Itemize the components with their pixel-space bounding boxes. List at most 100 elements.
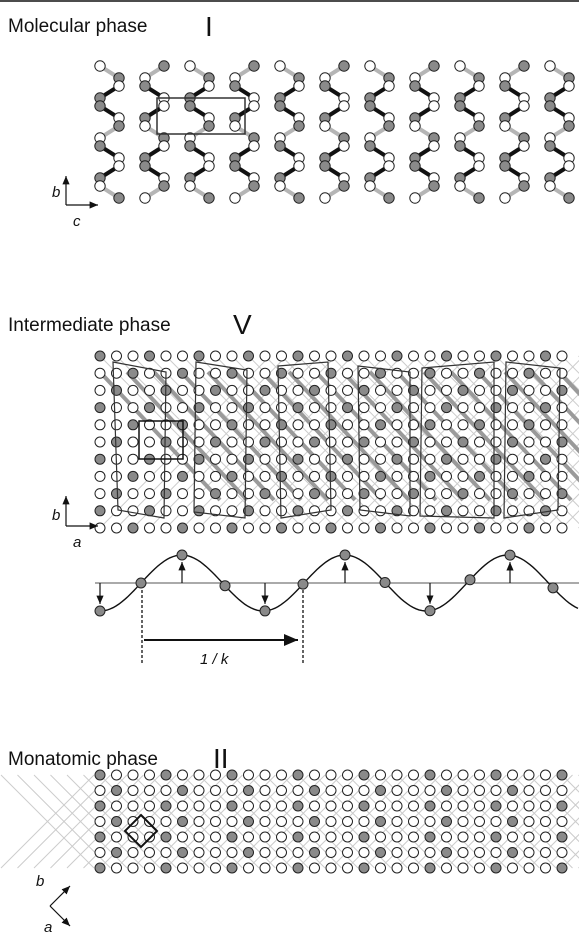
atom: [259, 522, 271, 534]
atom: [507, 862, 518, 874]
atom: [160, 488, 172, 500]
atom: [325, 862, 337, 874]
atom: [276, 816, 287, 827]
atom: [556, 831, 568, 843]
atom: [490, 488, 502, 500]
atom: [441, 816, 452, 827]
atom: [540, 453, 551, 465]
atom: [226, 367, 238, 379]
atom: [375, 800, 386, 812]
atom: [139, 80, 151, 92]
atom: [540, 402, 551, 414]
atom: [490, 350, 502, 362]
atom: [523, 470, 535, 482]
atom: [507, 488, 518, 500]
atom: [358, 436, 370, 448]
atom: [113, 160, 125, 172]
atom: [309, 384, 320, 396]
lattice-line: [495, 443, 579, 529]
axes-icon: [62, 176, 98, 209]
atom: [556, 505, 568, 517]
atom: [177, 847, 188, 858]
atom: [556, 470, 568, 482]
atom: [358, 831, 370, 843]
atom: [424, 470, 436, 482]
wave-atom: [464, 574, 476, 586]
atom: [325, 785, 337, 796]
atom: [259, 862, 271, 874]
atom: [243, 785, 254, 796]
atom: [424, 402, 436, 414]
atom: [325, 419, 337, 431]
atom: [139, 192, 151, 204]
lattice-line: [528, 476, 579, 529]
atom: [243, 862, 254, 874]
axis-label: b: [52, 507, 60, 524]
atom: [210, 453, 221, 465]
atom: [259, 505, 271, 517]
atom: [540, 436, 551, 448]
atom: [375, 453, 386, 465]
atom: [226, 847, 238, 858]
wave-atom: [219, 580, 231, 592]
atom: [127, 816, 139, 827]
atom: [375, 402, 386, 414]
atom: [160, 350, 172, 362]
atom: [338, 60, 350, 72]
bond: [152, 370, 276, 502]
axis-label: a: [73, 534, 81, 551]
atom: [94, 402, 106, 414]
atom: [113, 120, 125, 132]
atom: [523, 800, 535, 812]
atom: [111, 769, 122, 781]
atom: [474, 350, 485, 362]
atom: [391, 384, 403, 396]
atom: [177, 862, 188, 874]
atom: [160, 522, 172, 534]
atom: [391, 816, 403, 827]
atom: [474, 402, 485, 414]
atom: [160, 816, 172, 827]
atom: [309, 470, 320, 482]
atom: [325, 800, 337, 812]
atom: [292, 384, 304, 396]
atom: [490, 785, 502, 796]
atom: [184, 60, 196, 72]
atom: [556, 800, 568, 812]
block-outline: [503, 361, 561, 519]
atom: [226, 800, 238, 812]
atom: [243, 488, 254, 500]
atom: [556, 367, 568, 379]
atom: [193, 769, 205, 781]
lattice-line: [561, 850, 579, 869]
atom: [408, 831, 419, 843]
atom: [523, 831, 535, 843]
atom: [457, 831, 469, 843]
atom: [342, 419, 353, 431]
atom: [474, 847, 485, 858]
atom: [408, 785, 419, 796]
atom: [540, 367, 551, 379]
atom: [490, 384, 502, 396]
atom: [556, 419, 568, 431]
period-marker: [141, 590, 304, 665]
atom: [424, 831, 436, 843]
atom: [499, 80, 511, 92]
atom: [226, 419, 238, 431]
atom: [309, 488, 320, 500]
atom: [523, 384, 535, 396]
atom: [292, 785, 304, 796]
atom: [441, 470, 452, 482]
atom: [210, 785, 221, 796]
atom: [127, 419, 139, 431]
atom: [259, 831, 271, 843]
atom: [358, 488, 370, 500]
atom: [309, 847, 320, 858]
atom: [474, 488, 485, 500]
atom: [408, 522, 419, 534]
atom: [144, 350, 155, 362]
atom: [563, 192, 575, 204]
atom: [441, 419, 452, 431]
atom: [358, 800, 370, 812]
atom: [184, 180, 196, 192]
